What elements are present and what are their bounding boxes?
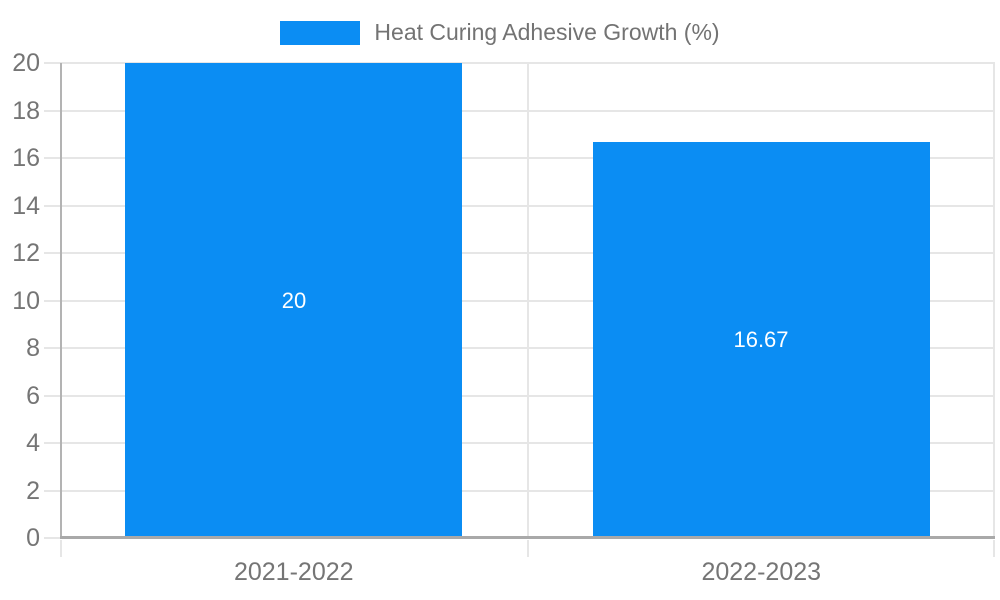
- y-tick-label-4: 4: [26, 429, 40, 457]
- y-tick-0: [44, 537, 60, 539]
- legend-color-swatch: [280, 20, 361, 45]
- y-tick-10: [44, 300, 60, 302]
- legend-label: Heat Curing Adhesive Growth (%): [374, 19, 720, 45]
- y-axis-line: [60, 63, 62, 538]
- x-tick-label-2022-2023: 2022-2023: [701, 558, 822, 586]
- y-tick-4: [44, 442, 60, 444]
- y-tick-14: [44, 205, 60, 207]
- y-tick-2: [44, 490, 60, 492]
- y-tick-label-2: 2: [26, 477, 40, 505]
- x-axis-line: [60, 536, 995, 539]
- plot-right-border: [993, 63, 995, 538]
- y-tick-label-10: 10: [12, 287, 40, 315]
- y-tick-6: [44, 395, 60, 397]
- y-tick-label-14: 14: [12, 192, 40, 220]
- x-tick-label-2021-2022: 2021-2022: [233, 558, 354, 586]
- y-tick-label-16: 16: [12, 144, 40, 172]
- y-tick-16: [44, 157, 60, 159]
- y-tick-label-12: 12: [12, 239, 40, 267]
- y-tick-label-20: 20: [12, 49, 40, 77]
- y-tick-label-18: 18: [12, 97, 40, 125]
- y-tick-label-8: 8: [26, 334, 40, 362]
- y-tick-12: [44, 252, 60, 254]
- legend-item[interactable]: Heat Curing Adhesive Growth (%): [280, 19, 720, 46]
- y-tick-label-6: 6: [26, 382, 40, 410]
- category-divider-line: [526, 63, 529, 538]
- plot-area: 20 16.67: [60, 62, 995, 539]
- y-tick-label-0: 0: [26, 524, 40, 552]
- x-boundary-tick-1: [526, 540, 529, 557]
- y-tick-20: [44, 62, 60, 64]
- bar-value-label-2022-2023: 16.67: [733, 327, 789, 352]
- y-tick-8: [44, 347, 60, 349]
- x-boundary-tick-2: [993, 540, 995, 557]
- bar-2021-2022[interactable]: [125, 63, 462, 538]
- legend: Heat Curing Adhesive Growth (%): [0, 19, 1000, 46]
- bar-2022-2023[interactable]: [593, 142, 930, 538]
- bar-value-label-2021-2022: 20: [281, 288, 307, 313]
- y-tick-18: [44, 110, 60, 112]
- x-boundary-tick-0: [60, 540, 62, 557]
